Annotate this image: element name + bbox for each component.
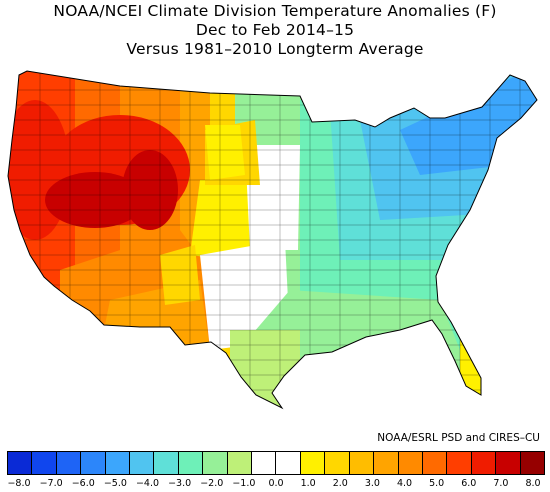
legend-tick-label: 6.0: [461, 478, 477, 489]
legend-swatch: [299, 452, 325, 474]
legend-swatch: [446, 452, 471, 474]
legend-tick-label: −7.0: [39, 478, 63, 489]
legend-swatch: [226, 452, 252, 474]
legend-tick-label: −1.0: [232, 478, 256, 489]
legend-tick-label: 8.0: [525, 478, 541, 489]
legend-swatch: [31, 452, 56, 474]
legend-tick-label: 0.0: [268, 478, 284, 489]
legend-swatch: [129, 452, 154, 474]
title-line-2: Dec to Feb 2014–15: [195, 21, 355, 39]
legend-swatch: [8, 452, 32, 474]
legend-swatch: [251, 452, 276, 474]
legend-swatch: [324, 452, 349, 474]
title-line-1: NOAA/NCEI Climate Division Temperature A…: [53, 2, 497, 20]
legend-tick-label: 4.0: [396, 478, 413, 489]
title-line-3: Versus 1981–2010 Longterm Average: [126, 40, 424, 58]
legend-swatch: [348, 452, 374, 474]
data-credit: NOAA/ESRL PSD and CIRES–CU: [377, 432, 540, 444]
legend-swatch: [470, 452, 496, 474]
map-title: NOAA/NCEI Climate Division Temperature A…: [0, 2, 550, 59]
legend-swatch: [421, 452, 447, 474]
legend-tick-label: −8.0: [7, 478, 31, 489]
legend-swatch: [275, 452, 300, 474]
legend-tick-label: −4.0: [135, 478, 160, 489]
legend-swatch: [495, 452, 520, 474]
legend-tick-label: −5.0: [103, 478, 127, 489]
legend-tick-label: −3.0: [168, 478, 192, 489]
legend-tick-label: 3.0: [364, 478, 380, 489]
legend-swatch: [177, 452, 203, 474]
legend-swatch: [80, 452, 105, 474]
legend-tick-label: −6.0: [71, 478, 95, 489]
legend-swatch: [519, 452, 544, 474]
legend-swatch: [397, 452, 422, 474]
color-legend: [7, 451, 545, 475]
legend-swatch: [373, 452, 398, 474]
legend-tick-label: 5.0: [429, 478, 445, 489]
legend-swatch: [202, 452, 227, 474]
legend-swatch: [153, 452, 178, 474]
legend-swatch: [104, 452, 130, 474]
legend-tick-labels: −8.0 −7.0 −6.0 −5.0 −4.0 −3.0 −2.0 −1.0 0.0 1.0 2.…: [7, 478, 545, 490]
legend-tick-label: 1.0: [300, 478, 316, 489]
legend-tick-label: −2.0: [200, 478, 224, 489]
us-outline: [7, 70, 538, 410]
legend-swatch: [55, 452, 81, 474]
legend-tick-label: 2.0: [332, 478, 348, 489]
legend-tick-label: 7.0: [493, 478, 509, 489]
